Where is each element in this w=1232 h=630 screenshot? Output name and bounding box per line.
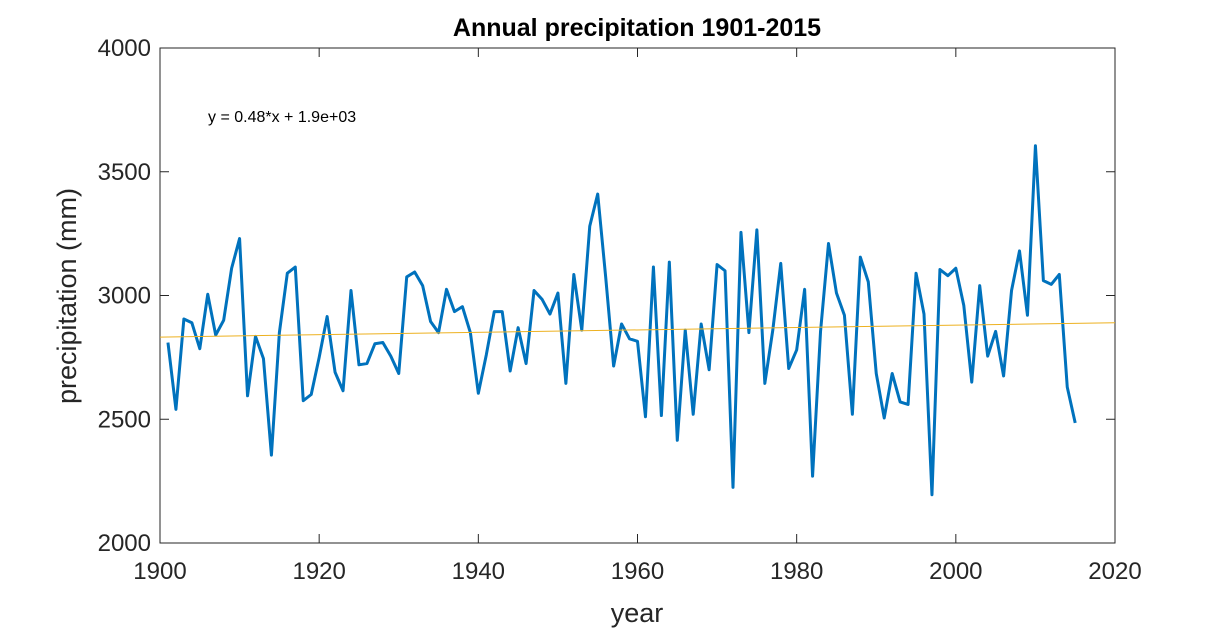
y-tick-label: 2500	[98, 406, 151, 433]
x-tick-label: 1940	[452, 558, 505, 585]
chart-title: Annual precipitation 1901-2015	[453, 14, 821, 42]
y-tick-label: 3000	[98, 283, 151, 310]
y-tick-label: 4000	[98, 35, 151, 62]
y-axis-label: precipitation (mm)	[52, 188, 82, 404]
trend-line	[159, 322, 1116, 338]
x-tick-label: 2000	[929, 558, 982, 585]
y-tick-label: 2000	[98, 530, 151, 557]
x-tick-label: 1960	[611, 558, 664, 585]
series-layer	[159, 144, 1116, 497]
x-tick-label: 1920	[292, 558, 345, 585]
plot-area	[159, 47, 1116, 544]
y-axis: 2000 2500 3000 3500 4000	[98, 35, 1115, 557]
x-tick-label: 2020	[1088, 558, 1141, 585]
x-tick-label: 1980	[770, 558, 823, 585]
x-axis: 1900 1920 1940 1960 1980 2000 2020	[133, 48, 1142, 585]
precipitation-series-line	[166, 144, 1077, 497]
regression-equation: y = 0.48*x + 1.9e+03	[208, 109, 356, 126]
x-axis-label: year	[611, 598, 664, 628]
y-tick-label: 3500	[98, 159, 151, 186]
x-tick-label: 1900	[133, 558, 186, 585]
